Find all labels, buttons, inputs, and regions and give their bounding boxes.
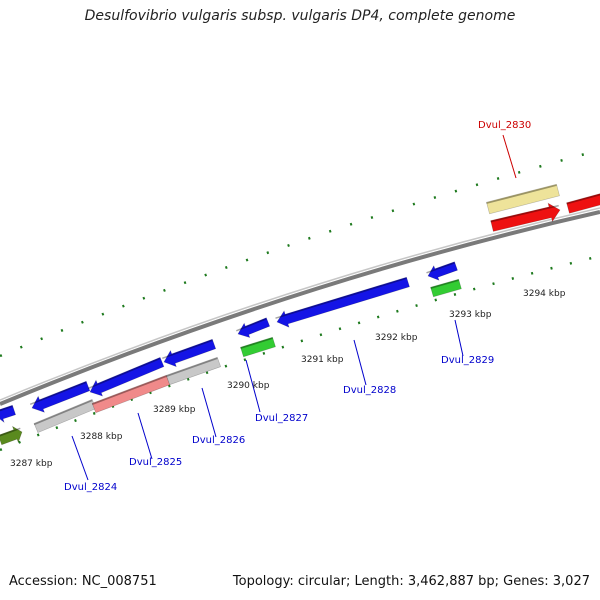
gene-labels: Dvul_2824 Dvul_2825 Dvul_2826 Dvul_2827 Dvul…: [64, 120, 531, 493]
genome-backbone-shade: [0, 207, 600, 401]
position-labels: 3287 kbp 3288 kbp 3289 kbp 3290 kbp 3291 kbp…: [10, 289, 566, 469]
gene-shadow: [29, 381, 87, 405]
gene-arrow: [163, 338, 217, 368]
kbp-label: 3288 kbp: [80, 432, 123, 442]
label-leader-lines: [71, 134, 517, 481]
leader-line: [245, 359, 261, 413]
leader-line: [353, 339, 367, 386]
leader-line: [137, 412, 153, 460]
leader-line: [71, 435, 89, 481]
gene-shadow: [426, 262, 455, 274]
gene-shadow: [566, 193, 600, 205]
gene-box-dvul-2830: [486, 183, 560, 215]
accession-text: Accession: NC_008751: [9, 574, 157, 589]
gene-box-dvul-2824: [33, 399, 97, 433]
gene-label-dvul-2827: Dvul_2827: [255, 413, 308, 424]
gene-arrow: [89, 357, 165, 397]
kbp-label: 3293 kbp: [449, 310, 492, 320]
gene-arrow: [427, 261, 458, 281]
kbp-label: 3290 kbp: [227, 381, 270, 391]
gene-shadow: [0, 427, 21, 437]
gene-arrow-dvul-2828: [276, 276, 410, 328]
gene-shadow: [166, 357, 218, 378]
gene-shadow: [486, 184, 557, 204]
gene-arrow-dvul-2824: [31, 380, 91, 413]
gene-shadow: [490, 204, 559, 223]
gene-label-dvul-2829: Dvul_2829: [441, 355, 494, 366]
leader-line: [201, 387, 217, 438]
gene-box-dvul-2827: [240, 336, 276, 358]
gene-arrow: [0, 425, 23, 446]
gene-label-dvul-2826: Dvul_2826: [192, 435, 245, 446]
gene-label-dvul-2828: Dvul_2828: [343, 385, 396, 396]
gene-box: [566, 193, 600, 214]
gene-features: [0, 183, 600, 446]
genome-summary-text: Topology: circular; Length: 3,462,887 bp…: [232, 574, 590, 589]
gene-shadow: [430, 279, 459, 289]
gene-label-dvul-2830: Dvul_2830: [478, 120, 531, 131]
gene-shadow: [240, 337, 273, 349]
kbp-label: 3294 kbp: [523, 289, 566, 299]
genome-backbone: [0, 210, 600, 406]
gene-label-dvul-2824: Dvul_2824: [64, 482, 117, 493]
gene-box-dvul-2829: [430, 278, 462, 298]
gene-shadow: [162, 339, 213, 360]
gene-shadow: [0, 405, 13, 412]
leader-line: [454, 319, 464, 357]
kbp-label: 3287 kbp: [10, 459, 53, 469]
leader-line: [502, 134, 517, 179]
gene-label-dvul-2825: Dvul_2825: [129, 457, 182, 468]
gene-shadow: [33, 399, 93, 426]
gene-shadow: [87, 357, 161, 390]
gene-arrow-dvul-2830: [490, 202, 561, 232]
gene-shadow: [91, 375, 167, 406]
gene-arrow: [237, 317, 271, 338]
gene-shadow: [236, 318, 267, 332]
gene-arrow: [0, 404, 16, 424]
outer-tick-track: [0, 148, 600, 358]
gene-shadow: [275, 277, 407, 319]
map-title: Desulfovibrio vulgaris subsp. vulgaris D…: [84, 8, 516, 24]
gene-box-dvul-2826: [165, 356, 222, 386]
kbp-label: 3289 kbp: [153, 405, 196, 415]
gene-box-dvul-2825: [91, 374, 171, 414]
kbp-label: 3291 kbp: [301, 355, 344, 365]
kbp-label: 3292 kbp: [375, 333, 418, 343]
